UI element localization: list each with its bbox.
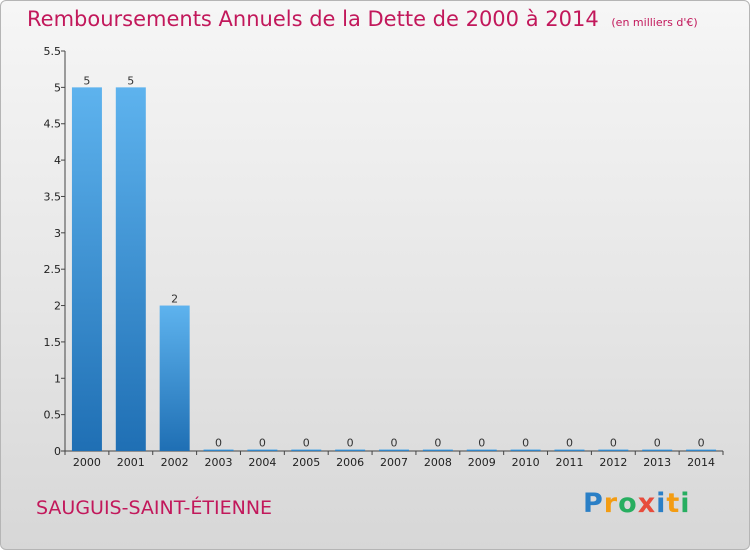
chart-bars bbox=[71, 87, 717, 451]
y-tick-label: 2 bbox=[54, 300, 61, 313]
x-tick-label: 2008 bbox=[424, 456, 452, 469]
chart-axes: 0 0.5 1 1.5 2 2.5 3 3.5 4 4.5 5 5.5 bbox=[44, 45, 724, 458]
y-tick-label: 1.5 bbox=[44, 336, 62, 349]
bar bbox=[115, 87, 146, 451]
x-tick-label: 2009 bbox=[468, 456, 496, 469]
chart-title: Remboursements Annuels de la Dette de 20… bbox=[27, 7, 698, 31]
bar-value-label: 0 bbox=[347, 437, 354, 450]
y-tick-label: 0.5 bbox=[44, 409, 62, 422]
bar-value-label: 0 bbox=[478, 437, 485, 450]
bar-value-label: 0 bbox=[259, 437, 266, 450]
proxiti-logo: Proxiti bbox=[583, 488, 691, 519]
x-tick-label: 2006 bbox=[336, 456, 364, 469]
y-tick-label: 0 bbox=[54, 445, 61, 458]
bar-value-label: 0 bbox=[215, 437, 222, 450]
bar bbox=[642, 449, 673, 451]
y-tick-label: 4 bbox=[54, 154, 61, 167]
bar-value-label: 0 bbox=[654, 437, 661, 450]
bar-value-label: 5 bbox=[127, 74, 134, 87]
x-tick-label: 2003 bbox=[205, 456, 233, 469]
x-tick-label: 2014 bbox=[687, 456, 715, 469]
y-tick-label: 3 bbox=[54, 227, 61, 240]
x-tick-label: 2011 bbox=[555, 456, 583, 469]
bar bbox=[247, 449, 278, 451]
bar bbox=[379, 449, 409, 451]
bar-value-label: 0 bbox=[566, 437, 573, 450]
y-tick-label: 5.5 bbox=[44, 45, 62, 58]
bar bbox=[335, 449, 366, 451]
bar bbox=[510, 449, 541, 451]
bar bbox=[422, 449, 453, 451]
x-tick-label: 2004 bbox=[248, 456, 276, 469]
chart-labels: 2000 5 2001 5 2002 2 2003 0 2004 0 2005 0 2006 0 2007 0… bbox=[73, 74, 715, 469]
commune-name: SAUGUIS-SAINT-ÉTIENNE bbox=[36, 497, 273, 519]
bar bbox=[291, 449, 322, 451]
x-tick-label: 2012 bbox=[599, 456, 627, 469]
x-tick-label: 2013 bbox=[643, 456, 671, 469]
bar-value-label: 0 bbox=[610, 437, 617, 450]
x-tick-label: 2007 bbox=[380, 456, 408, 469]
bar bbox=[466, 449, 497, 451]
y-tick-label: 1 bbox=[54, 372, 61, 385]
bar-value-label: 2 bbox=[171, 293, 178, 306]
x-tick-label: 2001 bbox=[117, 456, 145, 469]
bar bbox=[598, 449, 629, 451]
chart-title-text: Remboursements Annuels de la Dette de 20… bbox=[27, 7, 599, 31]
x-tick-label: 2010 bbox=[512, 456, 540, 469]
bar-value-label: 0 bbox=[391, 437, 398, 450]
x-tick-label: 2000 bbox=[73, 456, 101, 469]
bar-value-label: 0 bbox=[522, 437, 529, 450]
bar-value-label: 0 bbox=[303, 437, 310, 450]
y-tick-label: 2.5 bbox=[44, 263, 62, 276]
bar-value-label: 5 bbox=[83, 74, 90, 87]
bar bbox=[686, 449, 717, 451]
chart-subtitle: (en milliers d'€) bbox=[611, 16, 698, 29]
bar bbox=[71, 87, 102, 451]
y-tick-label: 4.5 bbox=[44, 118, 62, 131]
bar bbox=[554, 449, 585, 451]
x-tick-label: 2002 bbox=[161, 456, 189, 469]
y-tick-label: 5 bbox=[54, 81, 61, 94]
bar bbox=[159, 305, 190, 451]
bar bbox=[203, 449, 234, 451]
y-tick-label: 3.5 bbox=[44, 190, 62, 203]
bar-value-label: 0 bbox=[434, 437, 441, 450]
x-tick-label: 2005 bbox=[292, 456, 320, 469]
bar-value-label: 0 bbox=[698, 437, 705, 450]
